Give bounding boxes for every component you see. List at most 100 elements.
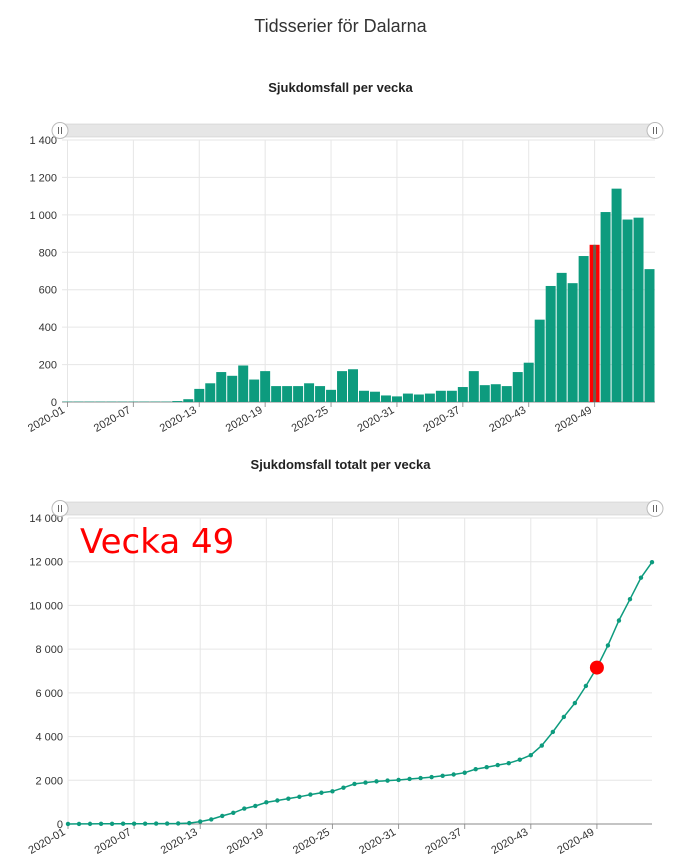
- cumulative-point[interactable]: [374, 779, 379, 784]
- weekly-bar[interactable]: [216, 372, 227, 402]
- weekly-bar[interactable]: [172, 401, 183, 402]
- cumulative-point[interactable]: [550, 729, 556, 735]
- cumulative-point[interactable]: [396, 777, 401, 783]
- cumulative-point[interactable]: [164, 821, 170, 826]
- cumulative-point[interactable]: [264, 800, 269, 805]
- weekly-bar[interactable]: [282, 386, 293, 402]
- cumulative-point[interactable]: [539, 743, 545, 748]
- cumulative-point[interactable]: [495, 762, 500, 768]
- cumulative-point[interactable]: [572, 700, 578, 706]
- weekly-bar[interactable]: [369, 391, 380, 402]
- weekly-bar[interactable]: [260, 371, 271, 402]
- weekly-bar[interactable]: [435, 390, 446, 402]
- cumulative-point[interactable]: [407, 776, 412, 782]
- weekly-navigator-right-handle[interactable]: [646, 122, 664, 139]
- cumulative-point[interactable]: [352, 781, 357, 787]
- cumulative-point[interactable]: [220, 813, 225, 819]
- cumulative-point[interactable]: [319, 790, 324, 795]
- cumulative-point[interactable]: [175, 821, 181, 826]
- weekly-bar[interactable]: [227, 375, 238, 402]
- cumulative-point[interactable]: [198, 819, 203, 824]
- cumulative-point[interactable]: [142, 821, 148, 826]
- weekly-bar[interactable]: [413, 394, 424, 402]
- cumulative-point[interactable]: [308, 792, 313, 797]
- cumulative-point[interactable]: [473, 766, 478, 772]
- weekly-bar[interactable]: [424, 393, 435, 402]
- weekly-bar[interactable]: [600, 212, 611, 402]
- cumulative-point[interactable]: [418, 775, 423, 781]
- weekly-bar[interactable]: [359, 390, 369, 402]
- weekly-bar[interactable]: [490, 384, 501, 402]
- cumulative-point[interactable]: [98, 821, 104, 827]
- cumulative-point[interactable]: [341, 785, 346, 790]
- weekly-bar[interactable]: [545, 285, 556, 402]
- weekly-bar[interactable]: [271, 386, 282, 402]
- cumulative-point[interactable]: [440, 773, 445, 779]
- weekly-bar[interactable]: [556, 272, 567, 402]
- weekly-bar[interactable]: [205, 383, 216, 402]
- weekly-bar[interactable]: [315, 386, 326, 402]
- weekly-bar[interactable]: [337, 371, 348, 402]
- weekly-bar[interactable]: [348, 369, 358, 402]
- weekly-bar[interactable]: [326, 389, 337, 402]
- cumulative-point[interactable]: [528, 752, 533, 758]
- cumulative-point[interactable]: [363, 780, 368, 785]
- cumulative-navigator-scrollbar[interactable]: [59, 501, 656, 516]
- weekly-bar[interactable]: [457, 387, 468, 402]
- cumulative-point[interactable]: [297, 794, 302, 799]
- weekly-bar[interactable]: [238, 365, 249, 402]
- cumulative-point[interactable]: [153, 821, 159, 826]
- weekly-bar[interactable]: [479, 385, 490, 402]
- cumulative-point[interactable]: [131, 821, 137, 826]
- cumulative-point[interactable]: [109, 821, 115, 826]
- cumulative-navigator-left-handle[interactable]: [51, 500, 69, 517]
- cumulative-point[interactable]: [638, 575, 644, 580]
- cumulative-point[interactable]: [76, 821, 82, 827]
- weekly-bar[interactable]: [534, 319, 545, 402]
- weekly-bar[interactable]: [501, 386, 512, 402]
- cumulative-point[interactable]: [330, 789, 335, 794]
- weekly-bar[interactable]: [249, 379, 260, 402]
- cumulative-point[interactable]: [462, 770, 467, 775]
- cumulative-point[interactable]: [231, 810, 236, 816]
- cumulative-point[interactable]: [583, 683, 589, 689]
- cumulative-point[interactable]: [429, 774, 434, 780]
- cumulative-point[interactable]: [605, 643, 611, 648]
- weekly-bar[interactable]: [402, 393, 413, 402]
- weekly-bar[interactable]: [391, 396, 402, 402]
- cumulative-point[interactable]: [209, 817, 214, 822]
- cumulative-point[interactable]: [253, 803, 258, 809]
- cumulative-point[interactable]: [649, 559, 655, 565]
- cumulative-point[interactable]: [627, 596, 633, 602]
- cumulative-point[interactable]: [242, 806, 247, 811]
- weekly-bar[interactable]: [578, 256, 589, 402]
- weekly-bar[interactable]: [644, 269, 655, 402]
- cumulative-point[interactable]: [187, 820, 192, 826]
- cumulative-point[interactable]: [275, 798, 280, 803]
- weekly-bar[interactable]: [567, 283, 578, 402]
- cumulative-point[interactable]: [385, 778, 390, 783]
- weekly-bar[interactable]: [633, 217, 644, 402]
- cumulative-navigator-right-handle[interactable]: [646, 500, 664, 517]
- cumulative-point[interactable]: [65, 821, 71, 827]
- weekly-bar[interactable]: [293, 386, 304, 402]
- weekly-bar[interactable]: [304, 383, 315, 402]
- cumulative-point[interactable]: [120, 821, 126, 826]
- weekly-bar[interactable]: [512, 372, 523, 402]
- cumulative-point[interactable]: [286, 796, 291, 801]
- weekly-bar[interactable]: [194, 388, 205, 402]
- weekly-bar[interactable]: [622, 219, 633, 402]
- weekly-bar[interactable]: [468, 371, 479, 402]
- cumulative-point[interactable]: [451, 772, 456, 777]
- weekly-navigator-left-handle[interactable]: [51, 122, 69, 139]
- cumulative-point[interactable]: [484, 764, 489, 770]
- cumulative-point[interactable]: [517, 757, 522, 762]
- cumulative-point[interactable]: [87, 821, 93, 827]
- weekly-bar[interactable]: [523, 362, 534, 402]
- cumulative-point[interactable]: [561, 714, 567, 720]
- weekly-bar[interactable]: [611, 188, 622, 402]
- weekly-navigator-scrollbar[interactable]: [59, 123, 656, 138]
- weekly-bar[interactable]: [446, 390, 457, 402]
- weekly-bar[interactable]: [183, 399, 194, 402]
- weekly-bar[interactable]: [380, 395, 391, 402]
